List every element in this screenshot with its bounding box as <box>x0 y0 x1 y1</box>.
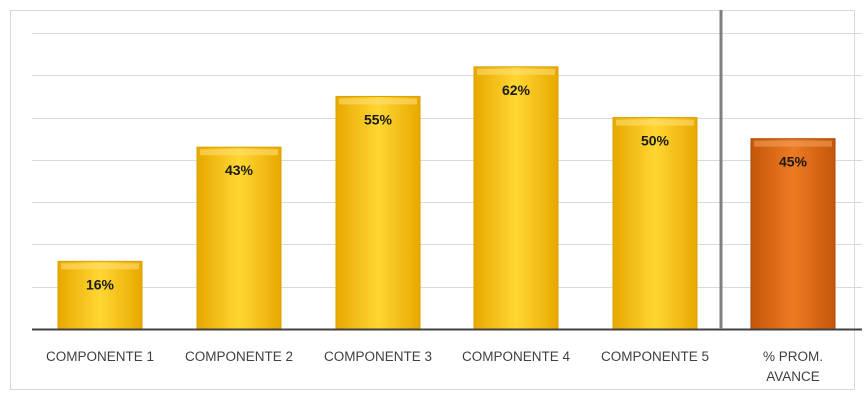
bar-bevel <box>477 68 555 75</box>
bar-body <box>335 95 421 330</box>
bar-body <box>612 117 698 330</box>
bar-body <box>473 66 559 330</box>
bar-body <box>196 146 282 330</box>
category-label: COMPONENTE 1 <box>46 349 154 364</box>
gridlines <box>32 33 862 288</box>
data-label: 55% <box>364 111 393 127</box>
category-label: COMPONENTE 2 <box>185 349 293 364</box>
category-label: COMPONENTE 3 <box>324 349 432 364</box>
bars <box>57 66 836 330</box>
category-label: % PROM. AVANCE <box>763 349 823 384</box>
bar <box>473 66 559 330</box>
chart-frame <box>10 10 855 390</box>
data-label: 16% <box>86 276 115 292</box>
data-label: 43% <box>225 162 254 178</box>
bar-body <box>57 260 143 330</box>
category-label: COMPONENTE 5 <box>601 349 709 364</box>
data-label: 62% <box>502 82 531 98</box>
category-labels: COMPONENTE 1 COMPONENTE 2 COMPONENTE 3 COMP… <box>46 349 823 384</box>
data-label: 45% <box>779 154 808 170</box>
bar <box>335 95 421 330</box>
bar-bevel <box>616 119 694 126</box>
data-label: 50% <box>641 133 670 149</box>
bar-bevel <box>754 140 832 147</box>
bar-bevel <box>200 149 278 156</box>
bar <box>612 117 698 330</box>
category-label: COMPONENTE 4 <box>462 349 571 364</box>
bar <box>57 260 143 330</box>
bar-average-body <box>750 138 836 330</box>
bar-bevel <box>61 263 139 270</box>
bar <box>196 146 282 330</box>
bar-average <box>750 138 836 330</box>
bar-bevel <box>339 98 417 105</box>
data-labels: 16% 43% 55% 62% 50% 45% <box>86 82 808 293</box>
